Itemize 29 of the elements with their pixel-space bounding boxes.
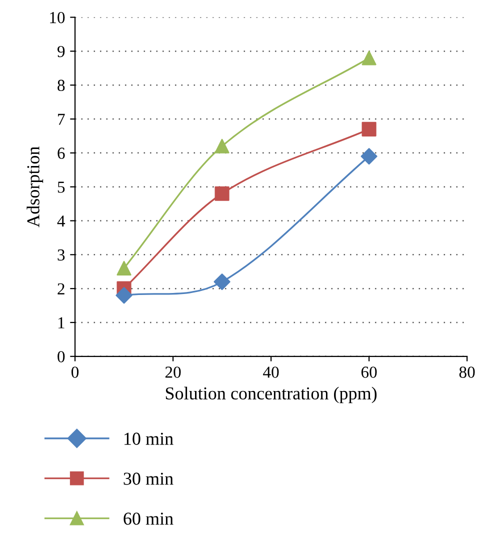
- y-tick-label: 7: [58, 114, 65, 125]
- x-tick-label: 40: [263, 366, 279, 378]
- y-tick-label: 9: [58, 46, 65, 58]
- y-tick-label: 4: [57, 216, 66, 227]
- y-tick-label: 10: [50, 12, 65, 24]
- x-tick-label: 60: [361, 366, 377, 378]
- legend-label: 60 min: [124, 512, 174, 525]
- y-tick-label: 0: [58, 351, 65, 362]
- legend-label: 30 min: [124, 472, 174, 485]
- point: [214, 273, 230, 290]
- y-tick-label: 3: [58, 249, 65, 261]
- point: [214, 186, 230, 201]
- x-tick-label: 20: [165, 366, 181, 378]
- point: [214, 138, 230, 154]
- y-tick-label: 8: [58, 80, 65, 92]
- x-axis-title: Solution concentration (ppm): [166, 386, 377, 404]
- x-tick-label: 80: [459, 366, 475, 378]
- legend-label: 10 min: [124, 432, 174, 445]
- y-tick-label: 2: [58, 283, 64, 294]
- point: [360, 148, 378, 165]
- y-tick-label: 5: [58, 182, 65, 193]
- point: [116, 260, 132, 276]
- y-axis-title: Adsorption: [26, 146, 44, 228]
- point: [362, 122, 376, 136]
- point: [362, 50, 376, 66]
- y-tick-label: 6: [58, 148, 65, 159]
- y-tick-label: 1: [58, 317, 64, 328]
- point: [116, 287, 132, 304]
- x-tick-label: 0: [71, 366, 79, 378]
